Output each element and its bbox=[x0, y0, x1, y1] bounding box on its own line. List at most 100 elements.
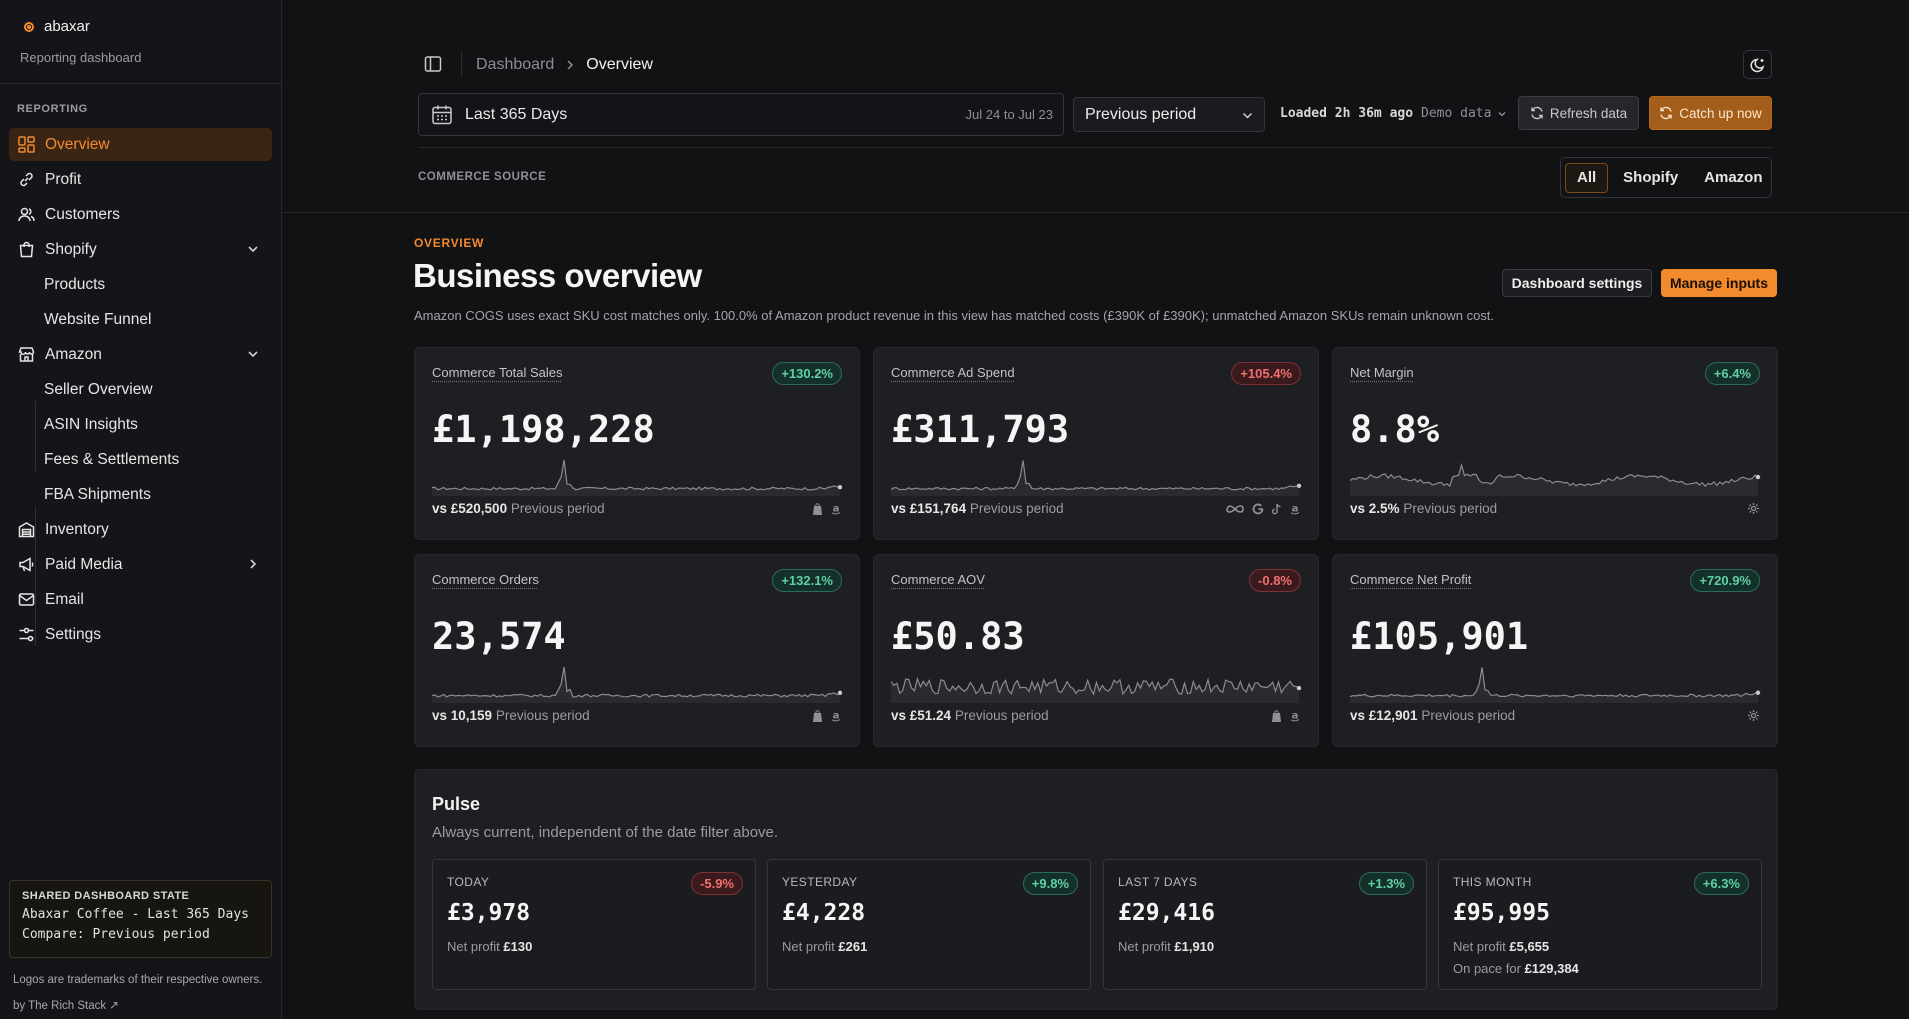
megaphone-icon bbox=[18, 556, 35, 573]
svg-text:a: a bbox=[1292, 504, 1299, 515]
sidebar-item-asin-insights[interactable]: ASIN Insights bbox=[9, 408, 272, 441]
pulse-card[interactable]: THIS MONTH +6.3% £95,995 Net profit £5,6… bbox=[1438, 859, 1762, 990]
chevron-down-icon[interactable] bbox=[246, 347, 260, 361]
kpi-card[interactable]: Net Margin +6.4% 8.8% vs 2.5% Previous p… bbox=[1332, 347, 1778, 540]
kpi-comparison: vs 2.5% Previous period bbox=[1350, 501, 1497, 516]
sidebar-item-overview[interactable]: Overview bbox=[9, 128, 272, 161]
shopify-icon bbox=[812, 502, 823, 518]
sparkline bbox=[891, 460, 1302, 496]
kpi-value: £1,198,228 bbox=[432, 408, 655, 451]
sidebar-item-amazon[interactable]: Amazon bbox=[9, 338, 272, 371]
kpi-label[interactable]: Net Margin bbox=[1350, 365, 1414, 380]
pulse-card-label: YESTERDAY bbox=[782, 875, 858, 889]
pulse-card-value: £3,978 bbox=[447, 900, 531, 926]
compare-period-select[interactable]: Previous period bbox=[1073, 97, 1265, 132]
date-range-picker[interactable]: Last 365 Days Jul 24 to Jul 23 bbox=[418, 93, 1064, 136]
refresh-data-label: Refresh data bbox=[1549, 105, 1628, 121]
pace-forecast: On pace for £129,384 bbox=[1453, 961, 1579, 976]
sidebar-item-fees-settlements[interactable]: Fees & Settlements bbox=[9, 443, 272, 476]
source-option-shopify[interactable]: Shopify bbox=[1623, 169, 1679, 186]
sidebar-item-profit[interactable]: Profit bbox=[9, 163, 272, 196]
chevron-down-icon bbox=[1242, 112, 1253, 119]
net-profit-value: £261 bbox=[838, 939, 868, 954]
comparison-label: Previous period bbox=[1421, 708, 1516, 723]
chevron-down-icon[interactable] bbox=[246, 242, 260, 256]
sidebar-item-customers[interactable]: Customers bbox=[9, 198, 272, 231]
divider bbox=[282, 212, 1909, 213]
sidebar-item-settings[interactable]: Settings bbox=[9, 618, 272, 651]
shopify-icon bbox=[812, 709, 823, 725]
source-option-amazon[interactable]: Amazon bbox=[1704, 169, 1763, 186]
comparison-value: vs £520,500 bbox=[432, 501, 508, 516]
brand[interactable]: abaxar bbox=[24, 18, 90, 35]
kpi-label[interactable]: Commerce Orders bbox=[432, 572, 539, 587]
kpi-label[interactable]: Commerce Ad Spend bbox=[891, 365, 1015, 380]
refresh-data-button[interactable]: Refresh data bbox=[1518, 96, 1639, 130]
kpi-card[interactable]: Commerce AOV -0.8% £50.83 vs £51.24 Prev… bbox=[873, 554, 1319, 747]
sidebar-item-seller-overview[interactable]: Seller Overview bbox=[9, 373, 272, 406]
theme-toggle-button[interactable] bbox=[1743, 50, 1772, 79]
sidebar-item-label: Profit bbox=[45, 170, 82, 188]
chevron-right-icon[interactable] bbox=[246, 557, 260, 571]
sidebar-toggle-icon[interactable] bbox=[424, 55, 442, 73]
pace-label: On pace for bbox=[1453, 961, 1521, 976]
change-badge: +132.1% bbox=[772, 569, 842, 592]
kpi-card[interactable]: Commerce Orders +132.1% 23,574 vs 10,159… bbox=[414, 554, 860, 747]
kpi-card[interactable]: Commerce Total Sales +130.2% £1,198,228 … bbox=[414, 347, 860, 540]
sidebar-item-paid-media[interactable]: Paid Media bbox=[9, 548, 272, 581]
svg-text:a: a bbox=[833, 504, 840, 515]
comparison-label: Previous period bbox=[969, 501, 1064, 516]
pulse-card-label: TODAY bbox=[447, 875, 490, 889]
source-option-all[interactable]: All bbox=[1565, 162, 1609, 193]
breadcrumb-root[interactable]: Dashboard bbox=[476, 56, 555, 73]
net-profit-value: £5,655 bbox=[1509, 939, 1550, 954]
net-profit-value: £130 bbox=[503, 939, 533, 954]
shopify-icon bbox=[1271, 709, 1282, 725]
pulse-card-value: £29,416 bbox=[1118, 900, 1215, 926]
net-profit: Net profit £130 bbox=[447, 939, 532, 954]
kpi-label[interactable]: Commerce Total Sales bbox=[432, 365, 563, 380]
sparkline bbox=[891, 676, 1302, 703]
sidebar-nav: Overview Profit Customers Shopify Produc… bbox=[9, 128, 272, 653]
sparkline bbox=[432, 666, 843, 703]
refresh-icon bbox=[1660, 106, 1672, 120]
sidebar-item-fba-shipments[interactable]: FBA Shipments bbox=[9, 478, 272, 511]
brand-subtitle: Reporting dashboard bbox=[20, 50, 142, 65]
kpi-card[interactable]: Commerce Ad Spend +105.4% £311,793 vs £1… bbox=[873, 347, 1319, 540]
amazon-icon: a bbox=[830, 709, 842, 725]
sidebar-item-label: Shopify bbox=[45, 240, 97, 258]
commerce-source-label: COMMERCE SOURCE bbox=[418, 171, 547, 183]
kpi-label[interactable]: Commerce AOV bbox=[891, 572, 985, 587]
catch-up-button[interactable]: Catch up now bbox=[1649, 96, 1772, 130]
sparkline-line bbox=[432, 459, 841, 491]
sparkline-end-point bbox=[837, 690, 843, 695]
demo-data-dropdown[interactable]: Demo data bbox=[1421, 106, 1507, 121]
pulse-card[interactable]: LAST 7 DAYS +1.3% £29,416 Net profit £1,… bbox=[1103, 859, 1427, 990]
tree-line bbox=[35, 401, 36, 471]
credit-link[interactable]: by The Rich Stack ↗ bbox=[13, 1000, 119, 1012]
dashboard-settings-button[interactable]: Dashboard settings bbox=[1502, 269, 1652, 297]
kpi-comparison: vs £51.24 Previous period bbox=[891, 708, 1049, 723]
sidebar-item-products[interactable]: Products bbox=[9, 268, 272, 301]
sidebar-item-inventory[interactable]: Inventory bbox=[9, 513, 272, 546]
grid-icon bbox=[18, 136, 35, 153]
sidebar-item-website-funnel[interactable]: Website Funnel bbox=[9, 303, 272, 336]
pulse-card[interactable]: YESTERDAY +9.8% £4,228 Net profit £261 bbox=[767, 859, 1091, 990]
amazon-icon: a bbox=[1289, 709, 1301, 725]
pulse-card[interactable]: TODAY -5.9% £3,978 Net profit £130 bbox=[432, 859, 756, 990]
page-title: Business overview bbox=[413, 257, 702, 294]
divider bbox=[461, 51, 462, 77]
comparison-label: Previous period bbox=[510, 501, 605, 516]
kpi-card[interactable]: Commerce Net Profit +720.9% £105,901 vs … bbox=[1332, 554, 1778, 747]
sidebar-item-label: Overview bbox=[45, 135, 110, 153]
kpi-label[interactable]: Commerce Net Profit bbox=[1350, 572, 1472, 587]
sidebar-item-label: Products bbox=[44, 275, 106, 293]
manage-inputs-button[interactable]: Manage inputs bbox=[1661, 269, 1777, 297]
sidebar-item-shopify[interactable]: Shopify bbox=[9, 233, 272, 266]
section-eyebrow: OVERVIEW bbox=[414, 236, 485, 250]
amazon-icon: a bbox=[1289, 502, 1301, 518]
logo-icon bbox=[24, 21, 34, 32]
sidebar-item-email[interactable]: Email bbox=[9, 583, 272, 616]
comparison-value: vs 10,159 bbox=[432, 708, 493, 723]
source-icons: a bbox=[812, 709, 842, 725]
